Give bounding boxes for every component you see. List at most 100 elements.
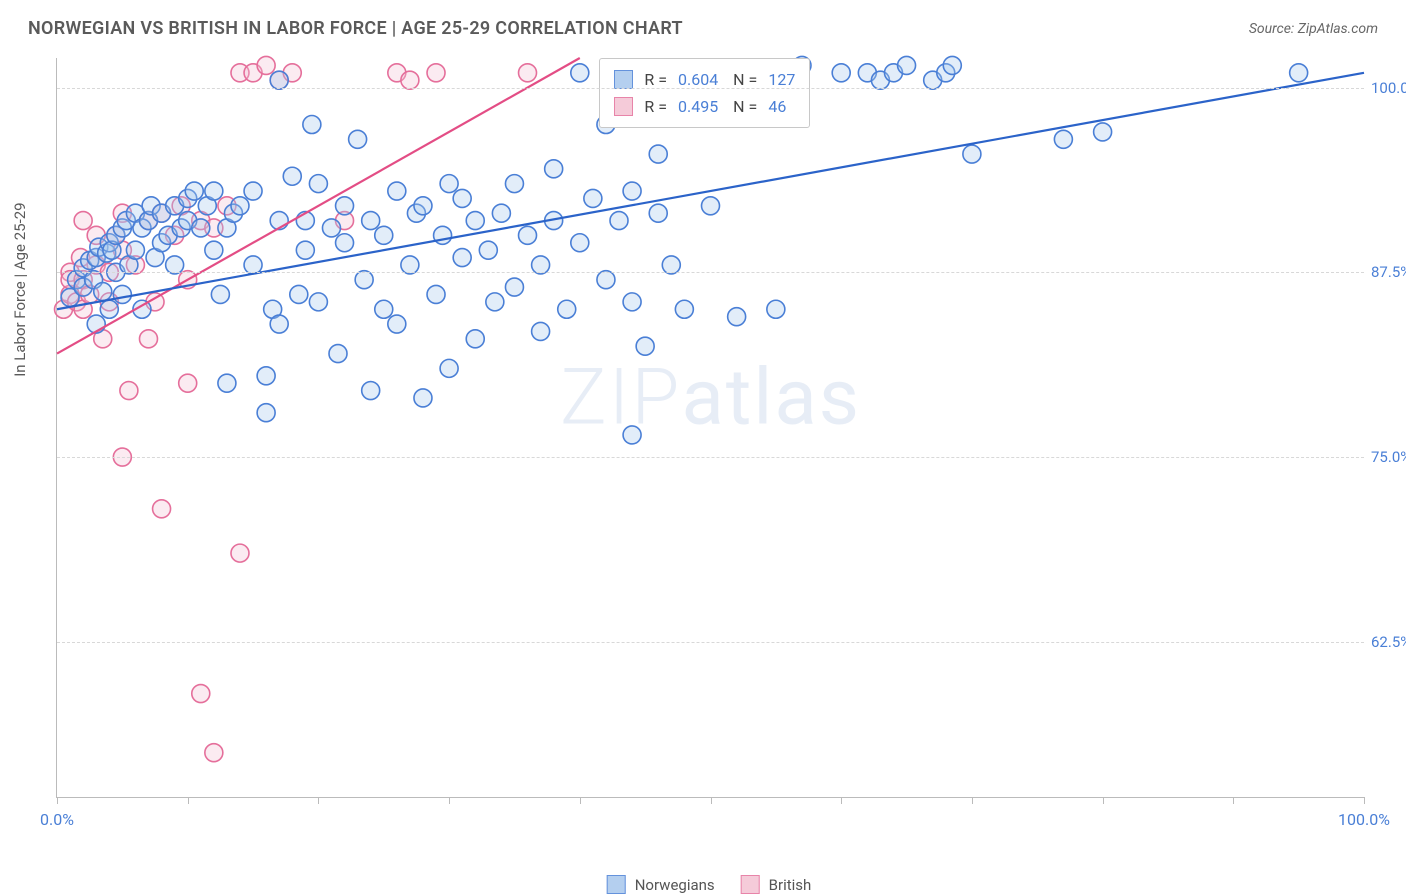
data-point-norwegians — [94, 283, 112, 301]
stats-row-norwegians: R = 0.604 N = 127 — [614, 66, 795, 93]
data-point-norwegians — [545, 160, 563, 178]
data-point-british — [519, 64, 537, 82]
data-point-norwegians — [584, 189, 602, 207]
data-point-norwegians — [767, 300, 785, 318]
data-point-norwegians — [290, 285, 308, 303]
stats-n-value: 46 — [768, 93, 786, 120]
stats-row-british: R = 0.495 N = 46 — [614, 93, 795, 120]
data-point-norwegians — [322, 219, 340, 237]
data-point-norwegians — [388, 182, 406, 200]
data-point-norwegians — [270, 71, 288, 89]
y-tick-label: 75.0% — [1371, 448, 1406, 466]
data-point-norwegians — [702, 197, 720, 215]
legend-swatch-british — [741, 875, 760, 894]
data-point-norwegians — [636, 337, 654, 355]
chart-header: NORWEGIAN VS BRITISH IN LABOR FORCE | AG… — [28, 18, 1378, 39]
data-point-norwegians — [453, 189, 471, 207]
data-point-norwegians — [623, 426, 641, 444]
data-point-norwegians — [466, 330, 484, 348]
data-point-norwegians — [296, 241, 314, 259]
x-tick — [1233, 797, 1234, 804]
x-tick — [318, 797, 319, 804]
data-point-norwegians — [963, 145, 981, 163]
data-point-norwegians — [479, 241, 497, 259]
data-point-norwegians — [283, 167, 301, 185]
x-tick — [188, 797, 189, 804]
data-point-british — [205, 744, 223, 762]
chart-title: NORWEGIAN VS BRITISH IN LABOR FORCE | AG… — [28, 18, 683, 39]
data-point-norwegians — [257, 367, 275, 385]
data-point-norwegians — [205, 241, 223, 259]
stats-r-value: 0.495 — [678, 93, 718, 120]
data-point-norwegians — [244, 256, 262, 274]
x-tick — [449, 797, 450, 804]
data-point-norwegians — [1054, 130, 1072, 148]
data-point-norwegians — [832, 64, 850, 82]
data-point-norwegians — [166, 256, 184, 274]
stats-n-label: N = — [729, 66, 757, 93]
bottom-legend: Norwegians British — [607, 875, 812, 894]
y-tick-label: 62.5% — [1371, 633, 1406, 651]
x-tick-label: 0.0% — [40, 810, 74, 829]
data-point-norwegians — [1290, 64, 1308, 82]
x-tick — [57, 797, 58, 804]
data-point-norwegians — [492, 204, 510, 222]
stats-r-value: 0.604 — [678, 66, 718, 93]
data-point-norwegians — [231, 197, 249, 215]
data-point-norwegians — [113, 285, 131, 303]
data-point-norwegians — [558, 300, 576, 318]
data-point-norwegians — [675, 300, 693, 318]
data-point-british — [427, 64, 445, 82]
data-point-norwegians — [427, 285, 445, 303]
swatch-norwegians — [614, 70, 633, 89]
data-point-norwegians — [257, 404, 275, 422]
data-point-norwegians — [466, 212, 484, 230]
data-point-norwegians — [649, 145, 667, 163]
x-tick — [1364, 797, 1365, 804]
data-point-norwegians — [375, 226, 393, 244]
data-point-norwegians — [211, 285, 229, 303]
x-tick — [1103, 797, 1104, 804]
data-point-norwegians — [662, 256, 680, 274]
data-point-norwegians — [244, 182, 262, 200]
data-point-british — [192, 685, 210, 703]
data-point-norwegians — [623, 182, 641, 200]
data-point-british — [231, 544, 249, 562]
data-point-norwegians — [329, 345, 347, 363]
data-point-norwegians — [519, 226, 537, 244]
x-tick — [580, 797, 581, 804]
data-point-norwegians — [486, 293, 504, 311]
data-point-norwegians — [192, 219, 210, 237]
data-point-british — [257, 56, 275, 74]
legend-label: British — [769, 876, 812, 894]
legend-item-norwegians: Norwegians — [607, 875, 715, 894]
data-point-norwegians — [571, 234, 589, 252]
legend-item-british: British — [741, 875, 812, 894]
data-point-norwegians — [362, 382, 380, 400]
data-point-norwegians — [453, 249, 471, 267]
data-point-norwegians — [303, 116, 321, 134]
data-point-norwegians — [218, 374, 236, 392]
x-tick — [711, 797, 712, 804]
data-point-norwegians — [336, 197, 354, 215]
data-point-norwegians — [532, 256, 550, 274]
data-point-norwegians — [649, 204, 667, 222]
stats-r-label: R = — [644, 66, 667, 93]
data-point-norwegians — [185, 182, 203, 200]
legend-swatch-norwegians — [607, 875, 626, 894]
data-point-norwegians — [728, 308, 746, 326]
data-point-norwegians — [440, 359, 458, 377]
data-point-british — [139, 330, 157, 348]
data-point-norwegians — [597, 271, 615, 289]
data-point-norwegians — [126, 241, 144, 259]
data-point-norwegians — [1094, 123, 1112, 141]
y-tick-label: 100.0% — [1371, 79, 1406, 97]
data-point-norwegians — [505, 278, 523, 296]
y-axis-label: In Labor Force | Age 25-29 — [11, 202, 29, 376]
data-point-norwegians — [309, 175, 327, 193]
data-point-norwegians — [375, 300, 393, 318]
data-point-norwegians — [205, 182, 223, 200]
data-point-norwegians — [355, 271, 373, 289]
data-point-british — [74, 212, 92, 230]
data-point-norwegians — [401, 256, 419, 274]
